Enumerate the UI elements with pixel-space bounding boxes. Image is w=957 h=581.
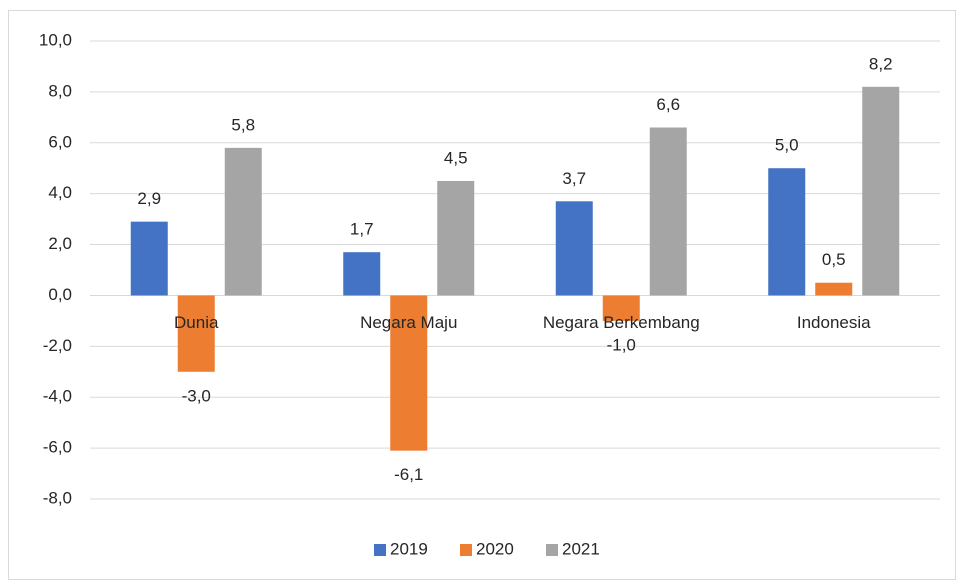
bar bbox=[224, 147, 262, 296]
data-label: 0,5 bbox=[822, 250, 846, 269]
bar bbox=[130, 221, 168, 296]
legend-label: 2021 bbox=[562, 539, 600, 558]
data-label: 8,2 bbox=[869, 54, 893, 73]
data-label: -6,1 bbox=[394, 465, 423, 484]
bar bbox=[862, 86, 900, 296]
x-tick-label: Dunia bbox=[174, 313, 219, 332]
bar bbox=[555, 201, 593, 296]
y-tick-label: 0,0 bbox=[48, 285, 72, 304]
y-tick-label: 2,0 bbox=[48, 234, 72, 253]
y-tick-label: -4,0 bbox=[43, 387, 72, 406]
bar bbox=[437, 180, 475, 296]
x-tick-label: Indonesia bbox=[797, 313, 871, 332]
data-label: 5,8 bbox=[231, 115, 255, 134]
legend-swatch bbox=[546, 544, 558, 556]
y-tick-label: -8,0 bbox=[43, 488, 72, 507]
x-tick-label: Negara Berkembang bbox=[543, 313, 700, 332]
data-label: 5,0 bbox=[775, 136, 799, 155]
data-label: 4,5 bbox=[444, 148, 468, 167]
y-tick-label: 6,0 bbox=[48, 132, 72, 151]
data-label: 3,7 bbox=[562, 169, 586, 188]
bar bbox=[768, 168, 806, 296]
bar bbox=[177, 295, 215, 372]
x-tick-label: Negara Maju bbox=[360, 313, 457, 332]
y-tick-label: 4,0 bbox=[48, 183, 72, 202]
y-tick-label: 8,0 bbox=[48, 81, 72, 100]
legend-label: 2019 bbox=[390, 539, 428, 558]
bar bbox=[602, 295, 640, 321]
y-tick-label: -2,0 bbox=[43, 336, 72, 355]
data-label: 1,7 bbox=[350, 220, 374, 239]
bar bbox=[390, 295, 428, 451]
data-label: 6,6 bbox=[656, 95, 680, 114]
legend-swatch bbox=[374, 544, 386, 556]
data-label: 2,9 bbox=[137, 189, 161, 208]
y-tick-label: -6,0 bbox=[43, 438, 72, 457]
legend-swatch bbox=[460, 544, 472, 556]
y-tick-label: 10,0 bbox=[39, 30, 72, 49]
data-label: -1,0 bbox=[607, 335, 636, 354]
bar bbox=[343, 252, 381, 296]
bar bbox=[649, 127, 687, 296]
data-label: -3,0 bbox=[182, 386, 211, 405]
legend-label: 2020 bbox=[476, 539, 514, 558]
bar bbox=[815, 282, 853, 296]
